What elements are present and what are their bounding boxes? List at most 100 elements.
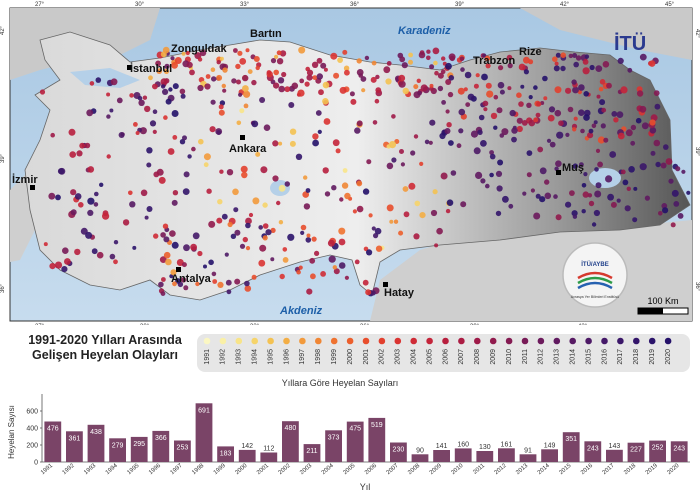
landslide-point (344, 69, 350, 76)
landslide-point (306, 288, 313, 295)
bar-category-2010: 2010 (450, 463, 465, 477)
city-label-antalya: Antalya (171, 273, 212, 285)
landslide-point (594, 167, 599, 172)
landslide-point (245, 246, 251, 251)
landslide-point (588, 200, 595, 207)
landslide-point (344, 275, 349, 280)
landslide-point (624, 205, 631, 212)
sea-label-south: Akdeniz (279, 305, 323, 317)
landslide-point (240, 165, 248, 173)
landslide-point (617, 132, 625, 140)
landslide-point (245, 222, 251, 229)
landslide-point (533, 117, 539, 123)
landslide-point (339, 197, 344, 202)
bar-2001 (260, 452, 278, 462)
landslide-point (152, 83, 158, 90)
landslide-point (272, 140, 279, 147)
landslide-point (341, 182, 349, 189)
landslide-point (113, 240, 119, 245)
landslide-point (221, 83, 226, 89)
legend-year-2012: 2012 (538, 349, 545, 365)
landslide-point (160, 232, 166, 238)
landslide-point (57, 168, 65, 175)
legend-year-1991: 1991 (204, 349, 211, 365)
landslide-point (242, 85, 249, 92)
landslide-point (332, 265, 337, 270)
bar-category-1997: 1997 (170, 463, 185, 477)
legend-swatch-1994 (251, 337, 258, 345)
landslide-point (233, 48, 238, 53)
landslide-point (429, 83, 434, 88)
y-tick-label: 200 (26, 443, 38, 450)
landslide-point (518, 63, 526, 71)
marmara-sea (70, 68, 140, 88)
map-canvas: 27° 30° 33° 36° 39° 42° 45° 27° 30° 33° … (0, 2, 700, 325)
landslide-point (484, 55, 491, 61)
landslide-point (248, 212, 254, 218)
landslide-point (632, 217, 638, 223)
landslide-point (338, 262, 346, 269)
landslide-point (337, 57, 343, 63)
bar-2003 (303, 444, 321, 462)
landslide-point (273, 69, 280, 76)
landslide-point (172, 281, 177, 287)
landslide-point (528, 119, 536, 127)
landslide-point (582, 191, 589, 198)
legend-swatch-2020 (664, 337, 672, 345)
landslide-point (255, 65, 260, 71)
landslide-point (167, 148, 175, 155)
landslide-point (599, 99, 606, 106)
landslide-point (165, 258, 172, 266)
lat-right-2: 39° (694, 147, 700, 157)
landslide-point (299, 78, 305, 84)
landslide-point (660, 162, 667, 169)
landslide-point (217, 281, 224, 288)
landslide-point (116, 97, 123, 104)
landslide-point (156, 68, 163, 74)
landslide-point (543, 96, 548, 101)
legend-year-2014: 2014 (570, 349, 577, 365)
city-marker-antalya (176, 267, 181, 272)
landslide-point (171, 62, 179, 69)
landslide-point (70, 189, 77, 196)
landslide-point (547, 114, 555, 122)
legend-swatch-1999 (330, 337, 338, 345)
bar-2005 (346, 421, 364, 462)
landslide-point (616, 111, 624, 118)
landslide-point (620, 86, 628, 94)
landslide-point (55, 194, 61, 201)
landslide-point (216, 217, 223, 224)
landslide-point (304, 81, 310, 87)
landslide-point (495, 170, 503, 177)
landslide-point (259, 97, 266, 103)
landslide-point (281, 71, 287, 78)
landslide-point (161, 277, 166, 282)
landslide-point (282, 247, 288, 252)
landslide-point (386, 61, 392, 66)
city-marker-hatay (383, 282, 388, 287)
landslide-point (565, 132, 570, 137)
bar-value-2016: 243 (587, 445, 599, 452)
landslide-point (146, 206, 153, 212)
landslide-point (322, 81, 330, 89)
landslide-point (583, 114, 590, 121)
legend-swatch-2010 (505, 337, 513, 345)
landslide-point (489, 153, 496, 160)
chart-ylabel: Heyelan Sayısı (7, 405, 16, 459)
landslide-point (350, 98, 357, 105)
landslide-point (569, 190, 575, 197)
landslide-point (361, 88, 366, 93)
badge-title: İTÜ/AYBE (581, 261, 608, 268)
legend-swatch-2012 (537, 337, 545, 345)
landslide-point (460, 201, 467, 208)
landslide-point (289, 140, 296, 147)
landslide-point (168, 87, 173, 92)
landslide-point (497, 81, 505, 89)
landslide-point (187, 154, 192, 159)
landslide-point (278, 220, 284, 225)
year-legend: 1991 1992 1993 1994 1995 1996 1997 1998 1999 2000… (197, 334, 690, 372)
landslide-point (518, 101, 524, 107)
landslide-point (549, 141, 556, 148)
landslide-point (160, 84, 166, 89)
landslide-point (110, 78, 118, 86)
